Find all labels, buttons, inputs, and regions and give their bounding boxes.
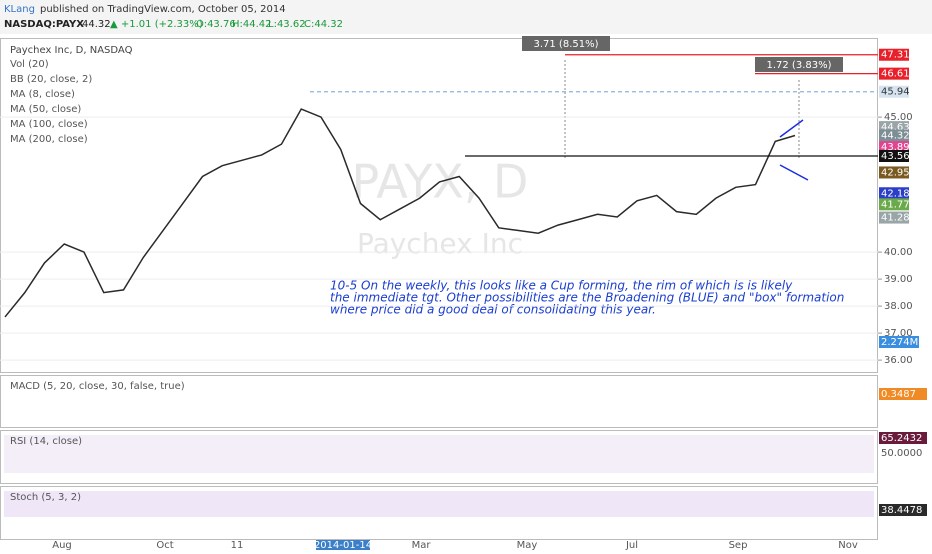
stoch-pane xyxy=(0,486,878,540)
price-tag-label: 43.89 xyxy=(881,142,910,153)
legend-item: MA (200, close) xyxy=(10,134,88,145)
price-tag-label: 44.32 xyxy=(881,130,910,141)
pane-tick-label: 50.0000 xyxy=(881,448,922,459)
measure-label: 1.72 (3.83%) xyxy=(766,60,831,71)
price-tag xyxy=(879,198,909,211)
rsi-pane xyxy=(0,430,878,484)
price-tag xyxy=(879,48,909,61)
pane-tag xyxy=(879,504,927,516)
broadening-line xyxy=(779,119,804,138)
x-tick-label: Aug xyxy=(52,540,72,550)
x-tick-label: Sep xyxy=(729,540,748,550)
change: ▲ +1.01 (+2.33%) xyxy=(110,19,203,30)
y-tick-label: 40.00 xyxy=(884,247,913,258)
measure-label: 3.71 (8.51%) xyxy=(533,39,598,50)
price-tag-label: 43.56 xyxy=(881,151,910,162)
price-tag-label: 46.61 xyxy=(881,69,910,80)
high: H:44.42 xyxy=(232,19,272,30)
measure-box xyxy=(755,57,843,72)
price-tag-label: 41.28 xyxy=(881,213,910,224)
stoch-band xyxy=(4,491,874,517)
price-tag xyxy=(879,129,909,142)
pane-frames xyxy=(0,38,878,540)
y-tick-label: 38.00 xyxy=(884,301,913,312)
price-tag-label: 47.31 xyxy=(881,50,910,61)
pane-tag xyxy=(879,388,927,400)
author[interactable]: KLang xyxy=(4,4,35,15)
legend-item: BB (20, close, 2) xyxy=(10,74,92,85)
y-tick-label: 39.00 xyxy=(884,274,913,285)
pane-tag-label: 0.3487 xyxy=(881,389,916,400)
price-tag xyxy=(879,85,909,98)
published: published on TradingView.com, October 05… xyxy=(40,4,286,15)
legend: Vol (20) BB (20, close, 2) MA (8, close) MA… xyxy=(10,59,92,145)
close: C:44.32 xyxy=(304,19,343,30)
pane-tag-label: 65.2432 xyxy=(881,433,922,444)
price-tag xyxy=(879,211,909,224)
legend-item: Vol (20) xyxy=(10,59,49,70)
x-tick-label: Mar xyxy=(412,540,432,550)
price-tag xyxy=(879,149,909,162)
note-line: the immediate tgt. Other possibilities a… xyxy=(330,291,844,305)
date-highlight xyxy=(316,540,370,550)
measure-box xyxy=(522,36,610,51)
price-tag-label: 41.77 xyxy=(881,199,910,210)
volume-tag xyxy=(879,336,919,348)
header-bar xyxy=(0,0,932,34)
pane-title: MACD (5, 20, close, 30, false, true) xyxy=(10,381,185,392)
rsi-band xyxy=(4,435,874,473)
legend-item: MA (8, close) xyxy=(10,89,75,100)
pane-title: RSI (14, close) xyxy=(10,436,82,447)
legend-item: MA (50, close) xyxy=(10,104,81,115)
symbol: NASDAQ:PAYX xyxy=(4,19,84,30)
main-pane xyxy=(0,38,878,373)
pane-title: Stoch (5, 3, 2) xyxy=(10,492,81,503)
note-line: where price did a good deal of consolida… xyxy=(330,303,656,317)
price-tag xyxy=(879,166,909,179)
price-tag-label: 42.18 xyxy=(881,188,910,199)
open: O:43.76 xyxy=(196,19,236,30)
pane-tag-label: 38.4478 xyxy=(881,505,922,516)
x-tick-label: 11 xyxy=(231,540,244,550)
x-tick-label: May xyxy=(517,540,538,550)
volume-tag-label: 2.274M xyxy=(881,337,918,348)
price-tag-label: 42.95 xyxy=(881,167,910,178)
price-line xyxy=(4,108,796,318)
watermark-sub: Paychex Inc xyxy=(357,227,523,260)
macd-pane xyxy=(0,375,878,428)
y-tick-label: 37.00 xyxy=(884,328,913,339)
x-tick-label: Jul xyxy=(625,540,638,550)
last-price: 44.32 xyxy=(82,19,111,30)
y-tick-label: 45.00 xyxy=(884,112,913,123)
price-tag xyxy=(879,187,909,200)
y-tick-label: 36.00 xyxy=(884,355,913,366)
price-tag-label: 45.94 xyxy=(881,87,910,98)
legend-item: MA (100, close) xyxy=(10,119,88,130)
price-tag-label: 44.63 xyxy=(881,122,910,133)
low: L:43.62 xyxy=(268,19,306,30)
broadening-line xyxy=(779,164,809,181)
note-line: 10-5 On the weekly, this looks like a Cu… xyxy=(330,279,793,293)
price-tag xyxy=(879,67,909,80)
price-tag xyxy=(879,121,909,134)
chart-title: Paychex Inc, D, NASDAQ xyxy=(10,45,133,56)
x-tick-label: Oct xyxy=(156,540,173,550)
x-tick-label: 2014-01-14 xyxy=(314,540,372,550)
x-tick-label: Nov xyxy=(838,540,858,550)
pane-tag xyxy=(879,432,927,444)
